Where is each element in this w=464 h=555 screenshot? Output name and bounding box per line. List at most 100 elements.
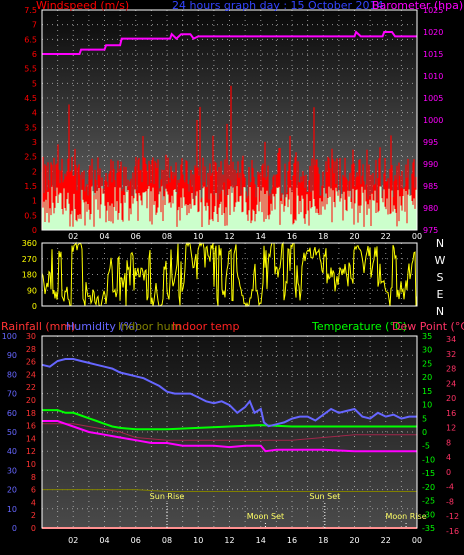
windspeed-axis-label: Windspeed (m/s): [36, 0, 129, 12]
x-tick-label: 14: [256, 536, 266, 545]
windspeed-tick: 1: [32, 197, 37, 206]
temperature-tick: -20: [422, 483, 435, 492]
panel3-frame: [41, 335, 418, 529]
chart-title: 24 hours graph day : 15 October 2014: [172, 0, 384, 12]
panel1-frame: [41, 9, 418, 231]
humidity-tick: 50: [7, 428, 17, 437]
humidity-tick: 10: [7, 505, 17, 514]
direction-tick: 270: [22, 255, 37, 264]
windspeed-tick: 0: [32, 226, 37, 235]
temperature-tick: -10: [422, 455, 435, 464]
dewpoint-axis-label: Dew Point (°C): [392, 320, 464, 333]
rain-tick: 4: [31, 498, 36, 507]
dewpoint-tick: -12: [446, 512, 459, 521]
barometer-tick: 995: [423, 138, 438, 147]
windspeed-tick: 3: [32, 138, 37, 147]
humidity-tick: 90: [7, 351, 17, 360]
temperature-tick: -25: [422, 497, 435, 506]
rain-tick: 18: [26, 409, 36, 418]
temperature-tick: 5: [422, 414, 427, 423]
rain-tick: 6: [31, 486, 36, 495]
barometer-tick: 980: [423, 204, 438, 213]
rain-tick: 12: [26, 447, 36, 456]
barometer-tick: 990: [423, 160, 438, 169]
annotation-label: Sun Rise: [150, 492, 185, 501]
x-tick-label: 02: [68, 536, 78, 545]
barometer-tick: 975: [423, 226, 438, 235]
panel3-ticks: 0246810121416182022242628300102030405060…: [2, 332, 459, 536]
temperature-axis-label: Temperature (°C): [311, 320, 407, 333]
dewpoint-tick: -16: [446, 527, 459, 536]
x-tick-label: 18: [318, 232, 328, 241]
windspeed-tick: 4: [32, 109, 37, 118]
rain-tick: 22: [26, 383, 36, 392]
dewpoint-tick: 16: [446, 409, 456, 418]
x-tick-label: 04: [99, 232, 109, 241]
barometer-tick: 1025: [423, 6, 443, 15]
x-tick-label: 16: [287, 536, 297, 545]
wind-direction-series: [41, 241, 418, 308]
windspeed-tick: 5.5: [24, 65, 37, 74]
windspeed-tick: 2: [32, 167, 37, 176]
windspeed-tick: 2.5: [24, 153, 37, 162]
humidity-tick: 20: [7, 486, 17, 495]
temperature-tick: 20: [422, 373, 432, 382]
dewpoint-tick: 32: [446, 350, 456, 359]
humidity-tick: 80: [7, 370, 17, 379]
direction-tick: 180: [22, 271, 37, 280]
annotation-label: Moon Set: [247, 512, 284, 521]
panel2-frame: [41, 242, 418, 307]
rain-tick: 0: [31, 524, 36, 533]
x-tick-label: 00: [412, 232, 422, 241]
x-tick-label: 12: [224, 232, 234, 241]
x-tick-label: 04: [99, 536, 109, 545]
dewpoint-tick: 20: [446, 394, 456, 403]
dewpoint-tick: -4: [446, 483, 454, 492]
windspeed-tick: 7.5: [24, 6, 37, 15]
temperature-line: [42, 409, 417, 431]
compass-label: E: [437, 288, 444, 301]
indoor-hum-label: Indoor hum: [118, 320, 181, 333]
panel3-x-ticks: 02 04 06 08 10 12 14 16 18 20 22 00: [68, 536, 422, 545]
x-tick-label: 12: [224, 536, 234, 545]
dewpoint-tick: 24: [446, 379, 456, 388]
x-tick-label: 22: [381, 232, 391, 241]
wind-direction-line: [41, 241, 418, 308]
compass-label: N: [436, 237, 444, 250]
indoor-temp-line: [42, 423, 417, 441]
x-tick-label: 02: [68, 232, 78, 241]
barometer-tick: 1020: [423, 28, 443, 37]
barometer-axis-label: Barometer (hpa): [372, 0, 463, 12]
direction-tick: 0: [32, 302, 37, 311]
humidity-tick: 70: [7, 390, 17, 399]
temperature-tick: 15: [422, 387, 432, 396]
windspeed-tick: 5: [32, 79, 37, 88]
rain-tick: 14: [26, 434, 36, 443]
dewpoint-tick: 34: [446, 335, 456, 344]
temperature-tick: 0: [422, 428, 427, 437]
x-tick-label: 06: [131, 232, 141, 241]
rain-tick: 26: [26, 358, 36, 367]
rain-tick: 24: [26, 370, 36, 379]
indoor-temp-label: Indoor temp: [172, 320, 239, 333]
humidity-tick: 0: [12, 524, 17, 533]
rain-tick: 16: [26, 422, 36, 431]
windspeed-tick: 1.5: [24, 182, 37, 191]
direction-tick: 360: [22, 239, 37, 248]
humidity-tick: 30: [7, 466, 17, 475]
x-tick-label: 08: [162, 232, 172, 241]
windspeed-tick: 7: [32, 21, 37, 30]
compass-label: W: [435, 254, 446, 267]
dewpoint-tick: 28: [446, 365, 456, 374]
barometer-ticks: 975 980 985 990 995 1000 1005 1010 1015 1020 1025: [423, 6, 443, 235]
temperature-tick: 25: [422, 359, 432, 368]
barometer-tick: 1010: [423, 72, 443, 81]
rain-tick: 30: [26, 332, 36, 341]
x-tick-label: 18: [318, 536, 328, 545]
temperature-tick: 10: [422, 401, 432, 410]
panel1-grid: [42, 10, 417, 230]
humidity-axis-label: Humidity (%): [66, 320, 138, 333]
dewpoint-tick: 4: [446, 453, 451, 462]
